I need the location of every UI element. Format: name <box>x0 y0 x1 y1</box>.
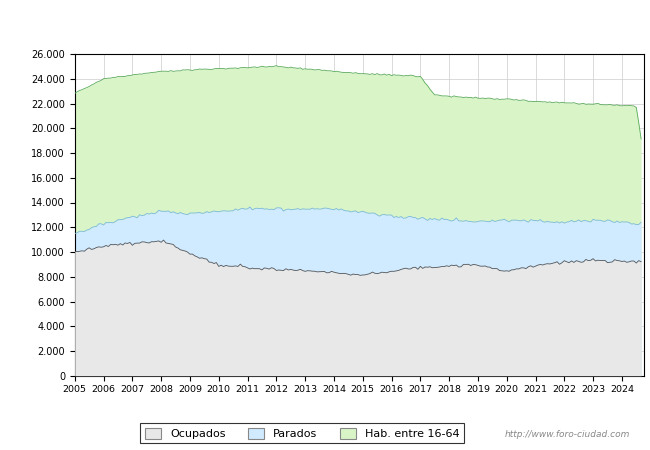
Text: http://www.foro-ciudad.com: http://www.foro-ciudad.com <box>505 430 630 439</box>
Text: Ronda - Evolucion de la poblacion en edad de Trabajar Septiembre de 2024: Ronda - Evolucion de la poblacion en eda… <box>73 17 577 30</box>
Legend: Ocupados, Parados, Hab. entre 16-64: Ocupados, Parados, Hab. entre 16-64 <box>140 423 465 443</box>
